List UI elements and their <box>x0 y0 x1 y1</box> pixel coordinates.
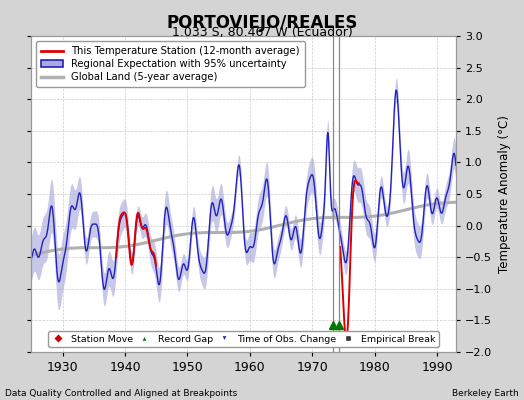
Y-axis label: Temperature Anomaly (°C): Temperature Anomaly (°C) <box>498 115 510 273</box>
Legend: Station Move, Record Gap, Time of Obs. Change, Empirical Break: Station Move, Record Gap, Time of Obs. C… <box>48 331 439 347</box>
Text: 1.033 S, 80.467 W (Ecuador): 1.033 S, 80.467 W (Ecuador) <box>172 26 352 39</box>
Text: PORTOVIEJO/REALES: PORTOVIEJO/REALES <box>166 14 358 32</box>
Text: Data Quality Controlled and Aligned at Breakpoints: Data Quality Controlled and Aligned at B… <box>5 389 237 398</box>
Text: Berkeley Earth: Berkeley Earth <box>452 389 519 398</box>
